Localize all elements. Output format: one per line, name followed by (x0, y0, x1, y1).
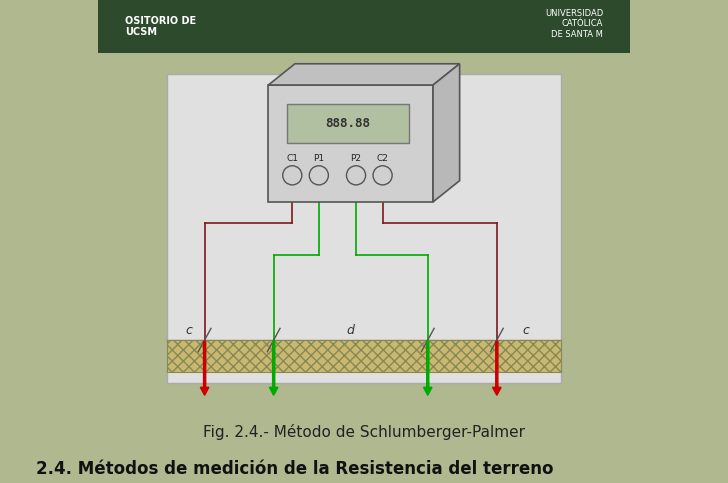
Bar (269, 85, 433, 202)
FancyArrow shape (269, 341, 278, 395)
Bar (98, 0, 630, 53)
Text: C1: C1 (286, 154, 298, 163)
Circle shape (282, 166, 302, 185)
Bar (167, 74, 561, 383)
Text: c: c (185, 324, 192, 337)
FancyArrow shape (424, 341, 432, 395)
Polygon shape (433, 64, 459, 202)
Text: OSITORIO DE
UCSM: OSITORIO DE UCSM (125, 16, 196, 37)
Bar (287, 103, 409, 143)
Text: UNIVERSIDAD
CATÓLICA
DE SANTA M: UNIVERSIDAD CATÓLICA DE SANTA M (545, 9, 603, 39)
Text: c: c (523, 324, 529, 337)
Circle shape (309, 166, 328, 185)
Bar (167, 340, 561, 372)
Text: 2.4. Métodos de medición de la Resistencia del terreno: 2.4. Métodos de medición de la Resistenc… (36, 460, 554, 479)
Text: C2: C2 (376, 154, 389, 163)
Text: P2: P2 (350, 154, 362, 163)
Polygon shape (269, 64, 459, 85)
Text: P1: P1 (313, 154, 325, 163)
Text: 888.88: 888.88 (325, 117, 371, 130)
Circle shape (347, 166, 365, 185)
Circle shape (373, 166, 392, 185)
Text: Fig. 2.4.- Método de Schlumberger-Palmer: Fig. 2.4.- Método de Schlumberger-Palmer (203, 424, 525, 440)
FancyArrow shape (200, 341, 209, 395)
Text: d: d (347, 324, 355, 337)
FancyArrow shape (493, 341, 501, 395)
